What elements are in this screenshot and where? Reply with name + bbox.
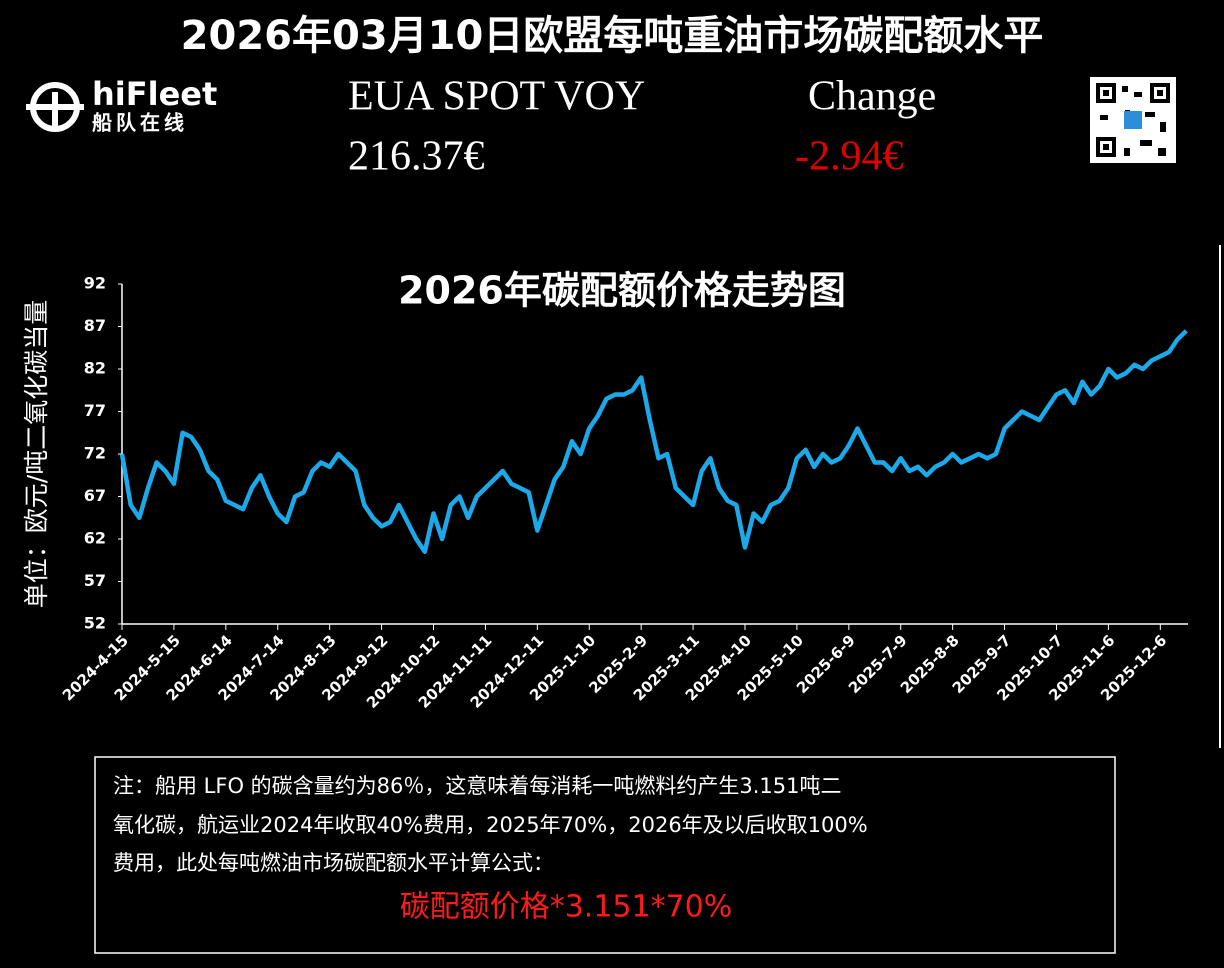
y-tick-label: 92 [84,274,106,293]
logo-subtitle: 船队在线 [92,111,188,135]
eua-price: 216.37€ [348,134,485,180]
note-box [94,756,1116,954]
chart-title: 2026年碳配额价格走势图 [398,269,846,313]
note-line: 氧化碳，航运业2024年收取40%费用，2025年70%，2026年及以后收取1… [113,813,868,837]
note-line: 注：船用 LFO 的碳含量约为86％，这意味着每消耗一吨燃料约产生3.151吨二 [113,774,842,798]
y-tick-label: 82 [84,359,106,378]
change-label: Change [808,74,936,120]
change-value: -2.94€ [795,134,904,180]
y-tick-label: 87 [84,316,106,335]
y-tick-label: 52 [84,614,106,633]
qr-code [1090,77,1176,163]
y-tick-label: 72 [84,444,106,463]
logo-name: hiFleet [92,75,217,113]
y-axis-label: 单位：欧元/吨二氧化碳当量 [22,300,51,608]
price-line [119,329,1188,555]
y-tick-label: 57 [84,571,106,590]
note-formula: 碳配额价格*3.151*70% [400,890,733,925]
page-title: 2026年03月10日欧盟每吨重油市场碳配额水平 [181,13,1044,59]
logo-icon [26,82,84,132]
note-line: 费用，此处每吨燃油市场碳配额水平计算公式： [113,851,554,875]
y-tick-label: 77 [84,401,106,420]
y-tick-label: 67 [84,486,106,505]
eua-label: EUA SPOT VOY [348,74,645,120]
y-tick-label: 62 [84,529,106,548]
